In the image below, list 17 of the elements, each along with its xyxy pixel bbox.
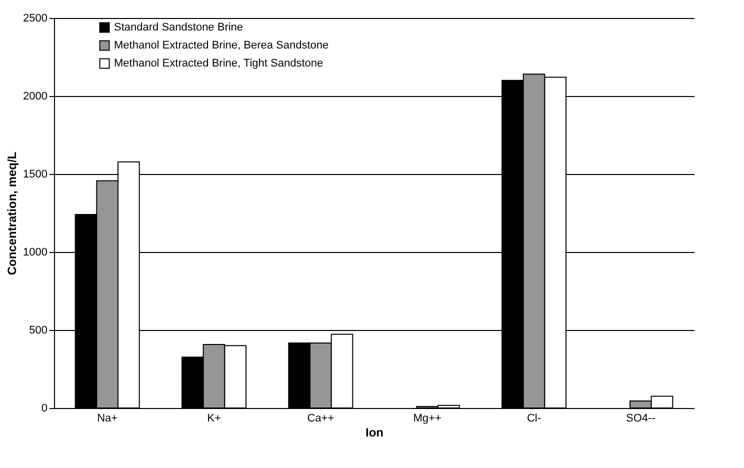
y-axis-title: Concentration, meq/L xyxy=(5,152,20,276)
legend-label: Standard Sandstone Brine xyxy=(114,22,244,34)
y-tick-label: 2500 xyxy=(23,12,48,24)
x-tick-label: K+ xyxy=(207,412,221,424)
legend-label: Methanol Extracted Brine, Tight Sandstone xyxy=(114,58,324,70)
x-axis-title: Ion xyxy=(366,426,384,440)
y-tick-label: 500 xyxy=(29,324,48,336)
x-tick-label: Mg++ xyxy=(413,412,442,424)
y-tick-label: 1500 xyxy=(23,168,48,180)
y-tick-label: 0 xyxy=(41,402,48,414)
x-tick-label: SO4-- xyxy=(626,412,656,424)
x-tick-label: Na+ xyxy=(97,412,118,424)
x-tick-label: Ca++ xyxy=(307,412,334,424)
x-tick-label: Cl- xyxy=(526,412,542,424)
y-tick-label: 1000 xyxy=(23,246,48,258)
legend-label: Methanol Extracted Brine, Berea Sandstone xyxy=(114,40,329,52)
y-tick-label: 2000 xyxy=(23,90,48,102)
